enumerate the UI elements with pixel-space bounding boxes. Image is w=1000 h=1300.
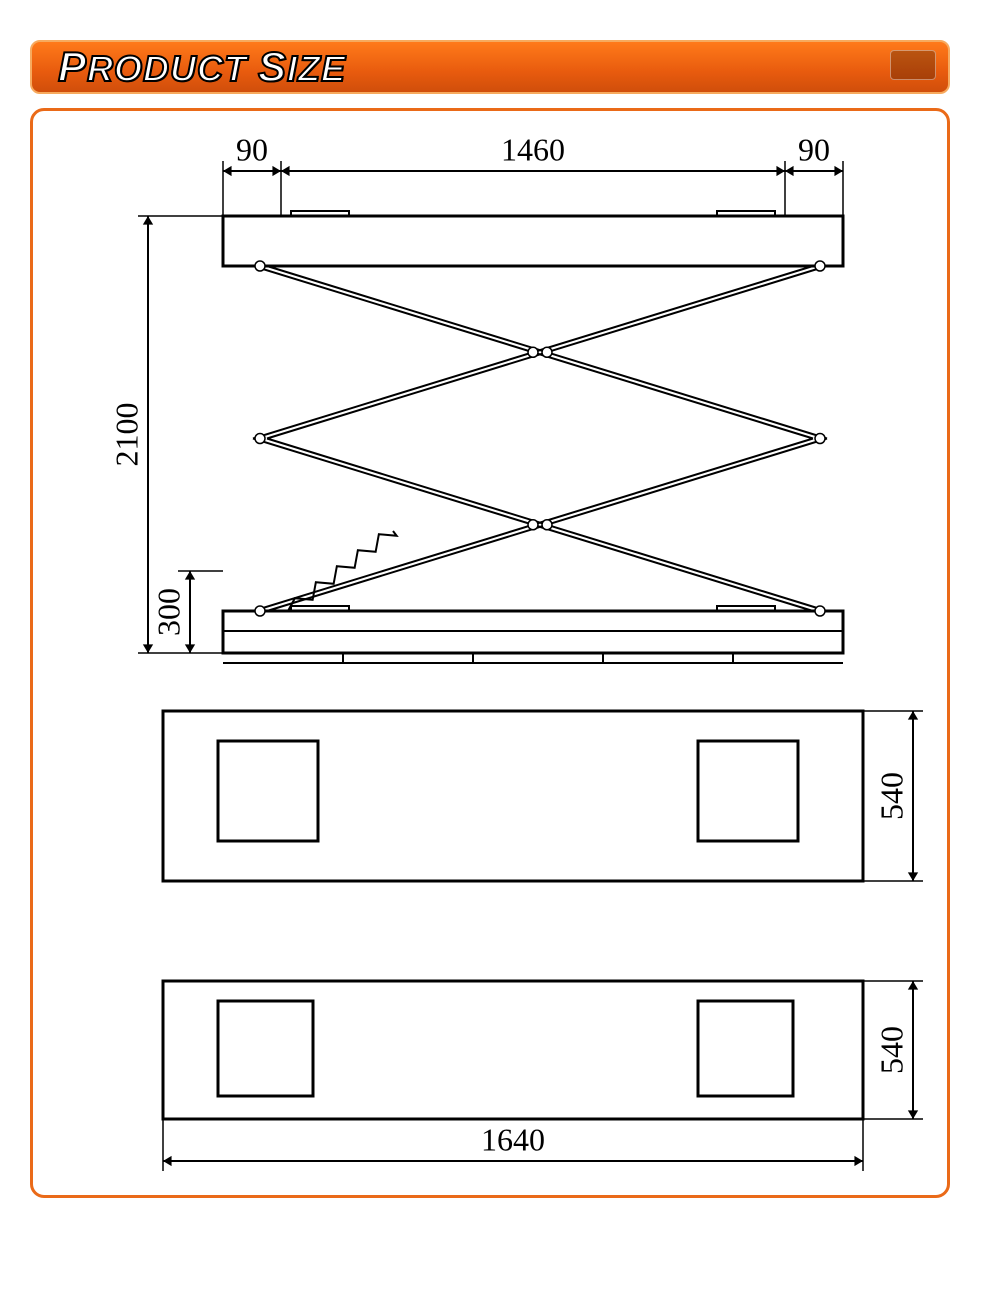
svg-text:2100: 2100 (108, 403, 144, 467)
header-tab-decoration (890, 50, 936, 80)
svg-text:90: 90 (798, 131, 830, 167)
title-s: S (258, 43, 287, 90)
svg-text:300: 300 (150, 588, 186, 636)
svg-text:540: 540 (873, 772, 909, 820)
title-roduct: RODUCT (87, 48, 247, 89)
svg-text:1640: 1640 (481, 1121, 545, 1157)
svg-text:540: 540 (873, 1026, 909, 1074)
header-bar: PRODUCT SIZE (30, 40, 950, 94)
header-title: PRODUCT SIZE (58, 43, 346, 91)
technical-drawing: 90 1460 90 2100 300 540 540 1640 (33, 111, 947, 1195)
svg-text:90: 90 (236, 131, 268, 167)
diagram-frame: 90 1460 90 2100 300 540 540 1640 (30, 108, 950, 1198)
svg-text:1460: 1460 (501, 131, 565, 167)
title-p: P (58, 43, 87, 90)
title-ize: IZE (287, 48, 346, 89)
